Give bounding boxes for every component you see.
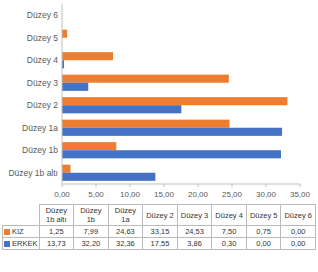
header-cell: Düzey 1b: [74, 205, 109, 226]
chart: Düzey 1b altı Düzey 1b Düzey 1a Düzey 2 Düze…: [0, 0, 318, 204]
legend-entry: ERKEK: [3, 238, 40, 250]
value-cell: 0,30: [212, 238, 247, 250]
category-label: Düzey 1b altı: [8, 168, 58, 178]
tick-label: 25,00: [222, 190, 243, 199]
value-cell: 32,36: [108, 238, 143, 250]
y-axis: [62, 4, 63, 184]
category-label: Düzey 1a: [22, 123, 58, 133]
bar: [62, 52, 113, 60]
value-cell: 24,63: [108, 226, 143, 238]
bar: [62, 142, 116, 150]
bar: [62, 75, 229, 83]
corner: [3, 205, 40, 226]
tick-label: 0,00: [54, 190, 70, 199]
tick: [300, 184, 301, 187]
header-cell: Düzey 5: [246, 205, 281, 226]
value-cell: 0,00: [281, 226, 316, 238]
category-label: Düzey 6: [27, 10, 58, 20]
tick: [232, 184, 233, 187]
category-label: Düzey 4: [27, 55, 58, 65]
tick: [198, 184, 199, 187]
tick-label: 20,00: [188, 190, 209, 199]
header-row: Düzey 1b altıDüzey 1bDüzey 1aDüzey 2Düze…: [3, 205, 316, 226]
value-cell: 24,53: [177, 226, 212, 238]
category-label: Düzey 3: [27, 78, 58, 88]
tick: [266, 184, 267, 187]
bar: [62, 128, 282, 136]
tick: [96, 184, 97, 187]
value-cell: 1,25: [39, 226, 74, 238]
x-axis: [62, 184, 300, 185]
bar: [62, 105, 181, 113]
header-cell: Düzey 4: [212, 205, 247, 226]
value-cell: 33,15: [143, 226, 178, 238]
value-cell: 0,00: [281, 238, 316, 250]
legend-swatch: [4, 229, 10, 235]
header-cell: Düzey 1a: [108, 205, 143, 226]
bar: [62, 165, 71, 173]
bar: [62, 120, 229, 128]
tick: [62, 184, 63, 187]
tick: [130, 184, 131, 187]
tick-label: 5,00: [88, 190, 104, 199]
data-table: Düzey 1b altıDüzey 1bDüzey 1aDüzey 2Düze…: [2, 204, 316, 250]
category-label: Düzey 1b: [22, 145, 58, 155]
legend-label: KIZ: [12, 227, 24, 236]
category-label: Düzey 2: [27, 100, 58, 110]
bars: [62, 30, 287, 181]
value-cell: 17,55: [143, 238, 178, 250]
series-row: ERKEK13,7332,2032,3617,553,860,300,000,0…: [3, 238, 316, 250]
value-cell: 0,00: [246, 238, 281, 250]
bar: [62, 83, 88, 91]
value-cell: 3,86: [177, 238, 212, 250]
category-label: Düzey 5: [27, 33, 58, 43]
value-cell: 0,75: [246, 226, 281, 238]
bar: [62, 150, 281, 158]
header-cell: Düzey 6: [281, 205, 316, 226]
legend-entry: KIZ: [3, 226, 40, 238]
tick-label: 30,00: [256, 190, 277, 199]
tick-label: 10,00: [120, 190, 141, 199]
bar: [62, 97, 287, 105]
value-cell: 7,99: [74, 226, 109, 238]
header-cell: Düzey 1b altı: [39, 205, 74, 226]
tick-label: 35,00: [290, 190, 311, 199]
legend-label: ERKEK: [12, 239, 37, 248]
series-row: KIZ 1,257,9924,6333,1524,537,500,750,00: [3, 226, 316, 238]
value-cell: 13,73: [39, 238, 74, 250]
value-cell: 32,20: [74, 238, 109, 250]
value-cell: 7,50: [212, 226, 247, 238]
bar: [62, 30, 67, 38]
header-cell: Düzey 2: [143, 205, 178, 226]
tick-label: 15,00: [154, 190, 175, 199]
header-cell: Düzey 3: [177, 205, 212, 226]
legend-swatch: [4, 241, 10, 247]
tick: [164, 184, 165, 187]
bar: [62, 173, 155, 181]
